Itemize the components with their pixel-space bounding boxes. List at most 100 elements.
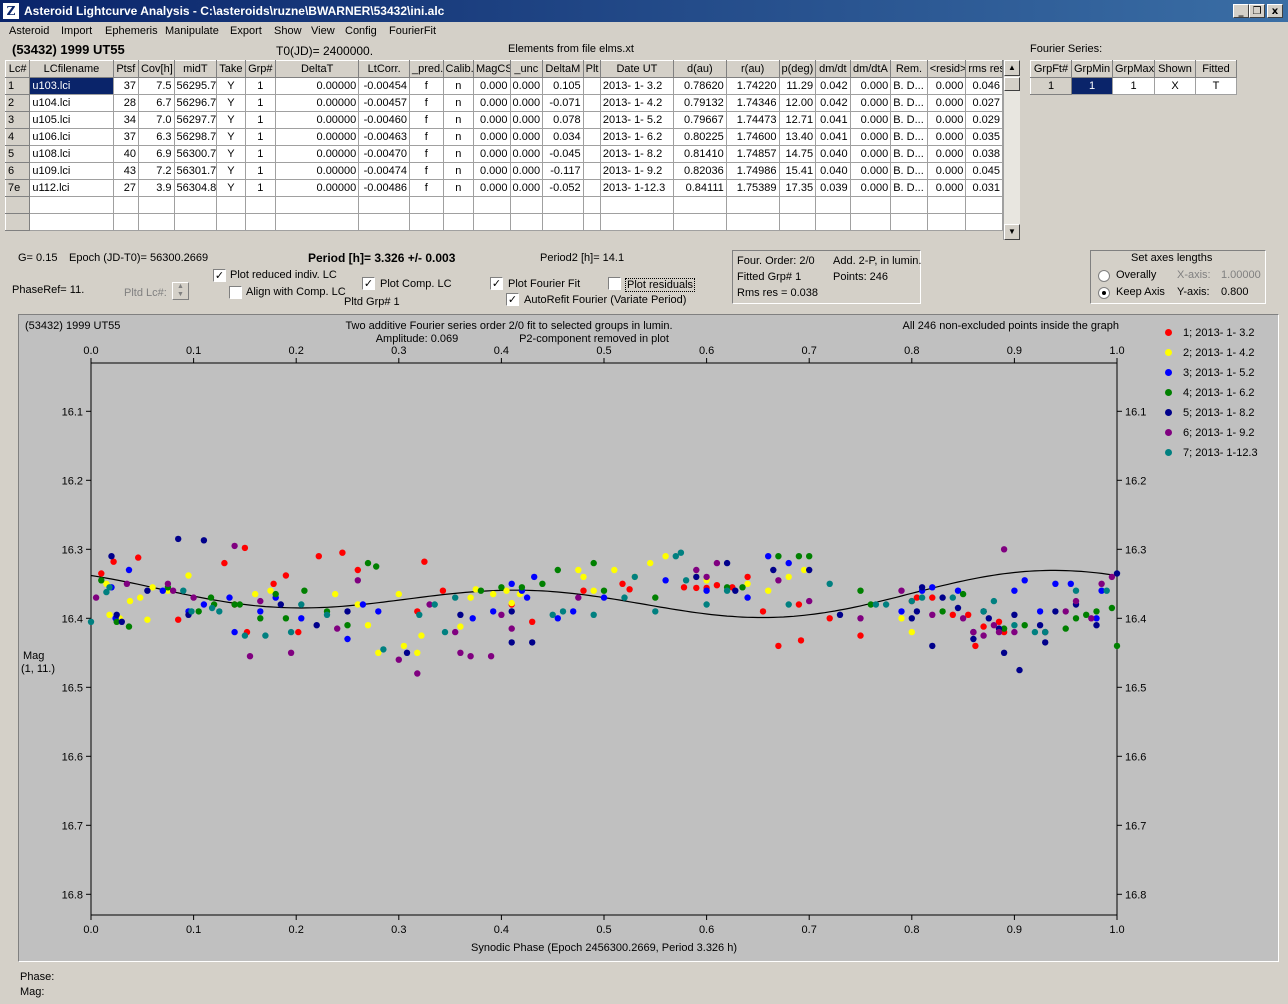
table-cell[interactable]: Y	[216, 179, 246, 197]
table-cell[interactable]: 1.74473	[725, 111, 780, 129]
restore-button[interactable]: ❐	[1249, 4, 1265, 18]
table-cell[interactable]	[409, 196, 444, 214]
table-cell[interactable]: 2013- 1- 9.2	[599, 162, 674, 180]
scroll-thumb[interactable]	[1004, 77, 1020, 91]
table-cell[interactable]: 7.5	[137, 77, 175, 95]
menu-config[interactable]: Config	[345, 25, 377, 37]
table-cell[interactable]: 0.000	[472, 128, 511, 146]
row-header[interactable]: 1	[4, 77, 31, 95]
table-cell[interactable]: B. D...	[890, 77, 928, 95]
menu-asteroid[interactable]: Asteroid	[9, 25, 50, 37]
table-cell[interactable]: 56295.7	[173, 77, 218, 95]
table-cell[interactable]: 0.000	[509, 128, 544, 146]
column-header[interactable]: Calib.	[442, 60, 474, 78]
table-cell[interactable]: 0.000	[849, 145, 892, 163]
table-cell[interactable]: 0.000	[509, 94, 544, 112]
row-header[interactable]: 2	[4, 94, 31, 112]
table-cell[interactable]: f	[409, 145, 444, 163]
table-cell[interactable]	[582, 94, 601, 112]
fourier-cell[interactable]: 1	[1071, 77, 1113, 95]
table-cell[interactable]: 2013- 1- 8.2	[599, 145, 674, 163]
table-cell[interactable]: u104.lci	[29, 94, 114, 112]
column-header[interactable]: LCfilename	[29, 60, 114, 78]
epoch-value[interactable]: Epoch (JD-T0)= 56300.2669	[69, 252, 209, 264]
table-cell[interactable]: 56296.7	[173, 94, 218, 112]
table-cell[interactable]: 0.041	[815, 128, 851, 146]
fourier-column-header[interactable]: GrpMin	[1071, 60, 1113, 78]
table-cell[interactable]	[725, 196, 780, 214]
table-cell[interactable]: u106.lci	[29, 128, 114, 146]
menu-import[interactable]: Import	[61, 25, 93, 37]
table-cell[interactable]: 2013- 1- 3.2	[599, 77, 674, 95]
table-cell[interactable]	[599, 196, 674, 214]
column-header[interactable]: LtCorr.	[358, 60, 411, 78]
table-cell[interactable]: 0.000	[849, 94, 892, 112]
table-cell[interactable]: B. D...	[890, 128, 928, 146]
table-cell[interactable]: 0.000	[926, 94, 967, 112]
table-cell[interactable]: u112.lci	[29, 179, 114, 197]
overally-radio[interactable]	[1098, 270, 1110, 282]
column-header[interactable]: _pred.	[409, 60, 444, 78]
table-cell[interactable]	[4, 196, 31, 214]
table-cell[interactable]	[442, 196, 474, 214]
table-cell[interactable]	[926, 213, 967, 231]
table-cell[interactable]: 2013- 1-12.3	[599, 179, 674, 197]
table-cell[interactable]: 0.046	[965, 77, 1003, 95]
table-cell[interactable]: 0.000	[849, 128, 892, 146]
table-cell[interactable]	[582, 162, 601, 180]
table-cell[interactable]: B. D...	[890, 145, 928, 163]
y-axis-value[interactable]: 0.800	[1221, 286, 1249, 298]
table-cell[interactable]	[275, 213, 360, 231]
table-cell[interactable]: 0.039	[815, 179, 851, 197]
table-cell[interactable]: 6.7	[137, 94, 175, 112]
table-cell[interactable]	[472, 213, 511, 231]
row-header[interactable]: 3	[4, 111, 31, 129]
table-cell[interactable]: n	[442, 145, 474, 163]
table-cell[interactable]: 0.00000	[275, 128, 360, 146]
table-cell[interactable]: 0.00000	[275, 162, 360, 180]
table-cell[interactable]	[4, 213, 31, 231]
plot-reduced-checkbox[interactable]: ✓	[213, 269, 226, 282]
table-cell[interactable]: 2013- 1- 4.2	[599, 94, 674, 112]
pltd-lc-spinner[interactable]: ▲ ▼	[172, 282, 189, 300]
table-cell[interactable]: 0.000	[926, 162, 967, 180]
row-header[interactable]: 5	[4, 145, 31, 163]
keep-axis-radio[interactable]	[1098, 287, 1110, 299]
table-cell[interactable]: f	[409, 128, 444, 146]
table-cell[interactable]: 0.034	[542, 128, 584, 146]
period2-value[interactable]: Period2 [h]= 14.1	[540, 252, 625, 264]
table-cell[interactable]: 0.000	[472, 179, 511, 197]
table-cell[interactable]: 14.75	[778, 145, 817, 163]
table-cell[interactable]: f	[409, 77, 444, 95]
table-cell[interactable]: f	[409, 94, 444, 112]
table-cell[interactable]	[358, 213, 411, 231]
table-cell[interactable]	[965, 196, 1003, 214]
table-cell[interactable]: 0.000	[926, 111, 967, 129]
empty-row[interactable]	[4, 196, 1003, 214]
table-cell[interactable]: 1.75389	[725, 179, 780, 197]
table-cell[interactable]	[926, 196, 967, 214]
table-cell[interactable]: 0.000	[509, 162, 544, 180]
table-cell[interactable]: Y	[216, 128, 246, 146]
table-cell[interactable]: 0.00000	[275, 77, 360, 95]
table-cell[interactable]	[29, 213, 114, 231]
column-header[interactable]: DeltaT	[275, 60, 360, 78]
table-cell[interactable]	[582, 196, 601, 214]
table-cell[interactable]	[542, 213, 584, 231]
table-cell[interactable]: -0.052	[542, 179, 584, 197]
table-cell[interactable]: 0.79667	[672, 111, 727, 129]
table-cell[interactable]: -0.00460	[358, 111, 411, 129]
table-cell[interactable]	[275, 196, 360, 214]
column-header[interactable]: Date UT	[599, 60, 674, 78]
table-cell[interactable]: 1.74986	[725, 162, 780, 180]
table-cell[interactable]: 0.000	[849, 162, 892, 180]
table-cell[interactable]: 1	[244, 128, 277, 146]
menu-fourierfit[interactable]: FourierFit	[389, 25, 437, 37]
table-cell[interactable]: 0.84111	[672, 179, 727, 197]
table-cell[interactable]: u103.lci	[29, 77, 114, 95]
table-cell[interactable]: 37	[112, 77, 139, 95]
table-cell[interactable]: 0.000	[509, 179, 544, 197]
table-cell[interactable]: B. D...	[890, 94, 928, 112]
table-cell[interactable]	[244, 196, 277, 214]
empty-row[interactable]	[4, 213, 1003, 231]
